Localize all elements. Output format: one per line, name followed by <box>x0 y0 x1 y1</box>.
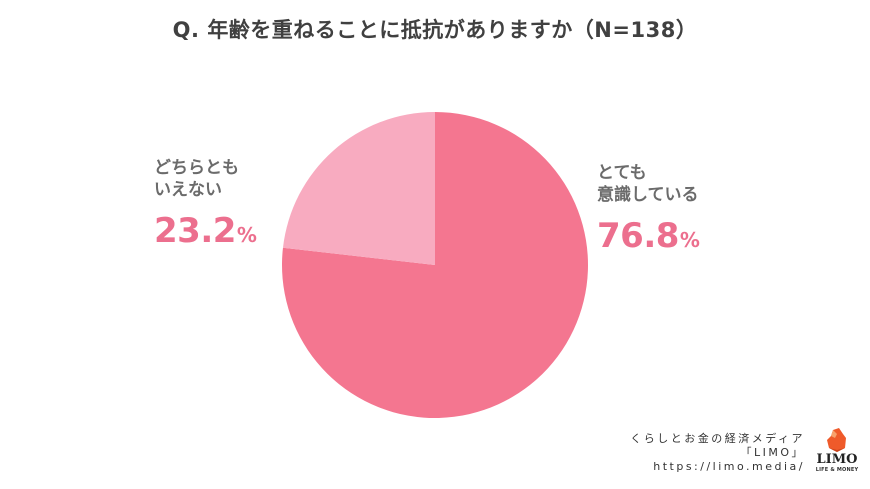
label-very-conscious-text: とても 意識している <box>597 163 699 205</box>
pie-slices <box>281 112 588 418</box>
chart-title: Q. 年齢を重ねることに抵抗がありますか（N=138） <box>172 18 698 42</box>
source-credit: くらしとお金の経済メディア 「LIMO」 https://limo.media/ <box>630 432 805 474</box>
credit-tagline: くらしとお金の経済メディア <box>630 432 805 445</box>
logo-text: LIMO <box>816 452 858 467</box>
pie-slice <box>281 112 588 418</box>
label-very-conscious-percentage: 76.8% <box>597 216 700 256</box>
logo-subtext: LIFE & MONEY <box>815 467 859 473</box>
pie-chart <box>281 112 588 418</box>
label-neutral-text: どちらとも いえない <box>154 158 239 200</box>
limo-logo: LIMO LIFE & MONEY <box>815 428 859 476</box>
fox-icon <box>827 428 846 452</box>
label-neutral-percentage: 23.2% <box>154 211 257 251</box>
label-very-conscious: とても 意識している 76.8% <box>597 162 700 256</box>
pct-unit: % <box>679 228 700 252</box>
pct-value: 76.8 <box>597 216 679 256</box>
pct-unit: % <box>236 223 257 247</box>
label-neutral: どちらとも いえない 23.2% <box>154 157 257 251</box>
credit-brand: 「LIMO」 <box>740 446 805 459</box>
pie-slice <box>282 112 435 265</box>
pct-value: 23.2 <box>154 211 236 251</box>
credit-url: https://limo.media/ <box>653 460 805 473</box>
